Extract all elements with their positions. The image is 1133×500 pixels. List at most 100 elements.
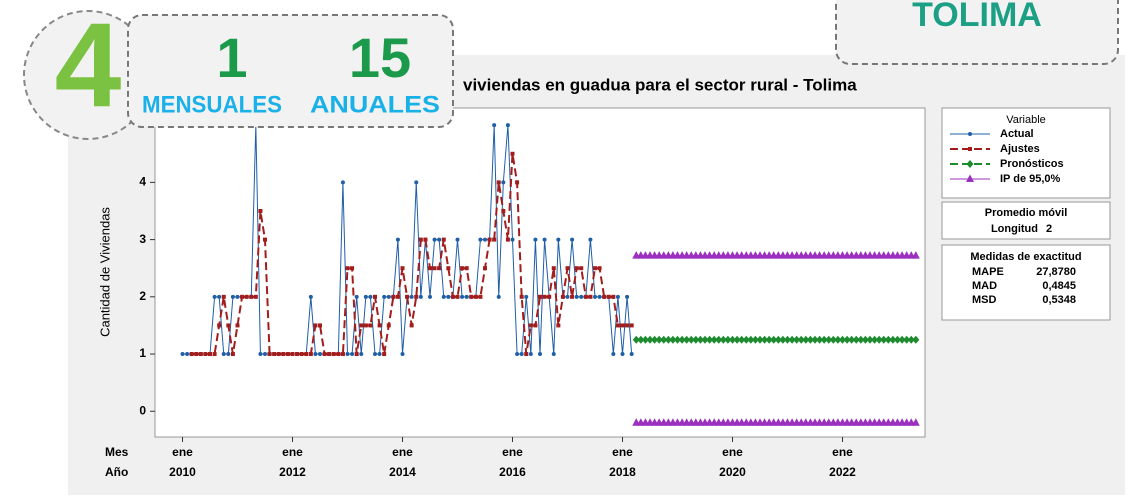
point xyxy=(570,237,575,242)
point xyxy=(574,266,579,271)
legend-box xyxy=(941,107,1111,199)
point xyxy=(820,335,828,344)
point xyxy=(602,294,607,299)
point xyxy=(911,418,920,426)
point xyxy=(478,294,483,299)
point xyxy=(212,294,217,299)
point xyxy=(747,335,755,344)
y-tick-label: 0 xyxy=(139,403,146,417)
point xyxy=(437,266,442,271)
point xyxy=(492,123,497,128)
point xyxy=(710,335,718,344)
badge-number: 4 xyxy=(55,0,122,133)
point xyxy=(340,352,345,357)
point xyxy=(414,180,419,185)
point xyxy=(565,266,570,271)
point xyxy=(432,266,437,271)
accuracy-value: 0,5348 xyxy=(1042,294,1076,306)
x-row-label: Mes xyxy=(105,445,129,459)
point xyxy=(515,352,520,357)
point xyxy=(350,352,355,357)
point xyxy=(866,335,874,344)
point xyxy=(528,323,533,328)
legend-label: Pronósticos xyxy=(1000,158,1064,170)
point xyxy=(272,352,277,357)
point xyxy=(848,335,856,344)
point xyxy=(185,352,190,357)
legend-marker xyxy=(966,174,974,182)
point xyxy=(368,323,373,328)
point xyxy=(620,352,625,357)
point xyxy=(308,352,313,357)
point xyxy=(327,352,332,357)
point xyxy=(235,294,240,299)
point xyxy=(382,294,387,299)
method-length: 2 xyxy=(1046,223,1052,235)
point xyxy=(547,294,552,299)
point xyxy=(724,335,732,344)
point xyxy=(719,335,727,344)
x-tick-month: ene xyxy=(612,445,633,459)
point xyxy=(354,294,359,299)
point xyxy=(409,294,414,299)
point xyxy=(400,352,405,357)
point xyxy=(501,180,506,185)
point xyxy=(839,335,846,344)
accuracy-value: 27,8780 xyxy=(1036,266,1076,278)
point xyxy=(441,294,446,299)
point xyxy=(395,237,400,242)
point xyxy=(194,352,199,357)
point xyxy=(861,335,869,344)
x-tick-label: 2010 xyxy=(169,465,196,479)
point xyxy=(674,335,681,344)
plot-area xyxy=(154,107,926,438)
point xyxy=(588,237,593,242)
point xyxy=(565,294,570,299)
point xyxy=(533,237,538,242)
point xyxy=(373,294,377,299)
point xyxy=(505,237,510,242)
legend-marker xyxy=(966,160,974,168)
point xyxy=(244,294,249,299)
badge-box xyxy=(127,14,454,128)
point xyxy=(469,294,474,299)
point xyxy=(738,335,746,344)
point xyxy=(519,294,524,299)
point xyxy=(423,237,428,242)
accuracy-value: 0,4845 xyxy=(1042,280,1076,292)
point xyxy=(646,335,654,344)
point xyxy=(611,294,616,299)
point xyxy=(405,294,410,299)
point xyxy=(304,352,309,357)
point xyxy=(487,237,492,242)
point xyxy=(797,335,805,344)
badge-monthly: 1 xyxy=(216,26,247,89)
point xyxy=(217,294,222,299)
point xyxy=(637,335,645,344)
point xyxy=(542,294,547,299)
x-tick-month: ene xyxy=(392,445,413,459)
point xyxy=(249,294,254,299)
point xyxy=(556,323,561,328)
point xyxy=(770,335,778,344)
point xyxy=(363,323,368,328)
point xyxy=(368,294,373,299)
point xyxy=(212,352,217,357)
point xyxy=(363,294,368,299)
point xyxy=(281,352,286,357)
point xyxy=(253,294,258,299)
point xyxy=(217,323,222,328)
point xyxy=(276,352,281,357)
point xyxy=(533,323,538,328)
badge-annual: 15 xyxy=(349,26,411,89)
x-tick-label: 2020 xyxy=(719,465,746,479)
point xyxy=(774,335,782,344)
point xyxy=(715,335,723,344)
point xyxy=(733,335,741,344)
point xyxy=(496,180,501,185)
y-tick-label: 4 xyxy=(139,175,146,189)
point xyxy=(515,180,520,185)
point xyxy=(428,294,432,299)
